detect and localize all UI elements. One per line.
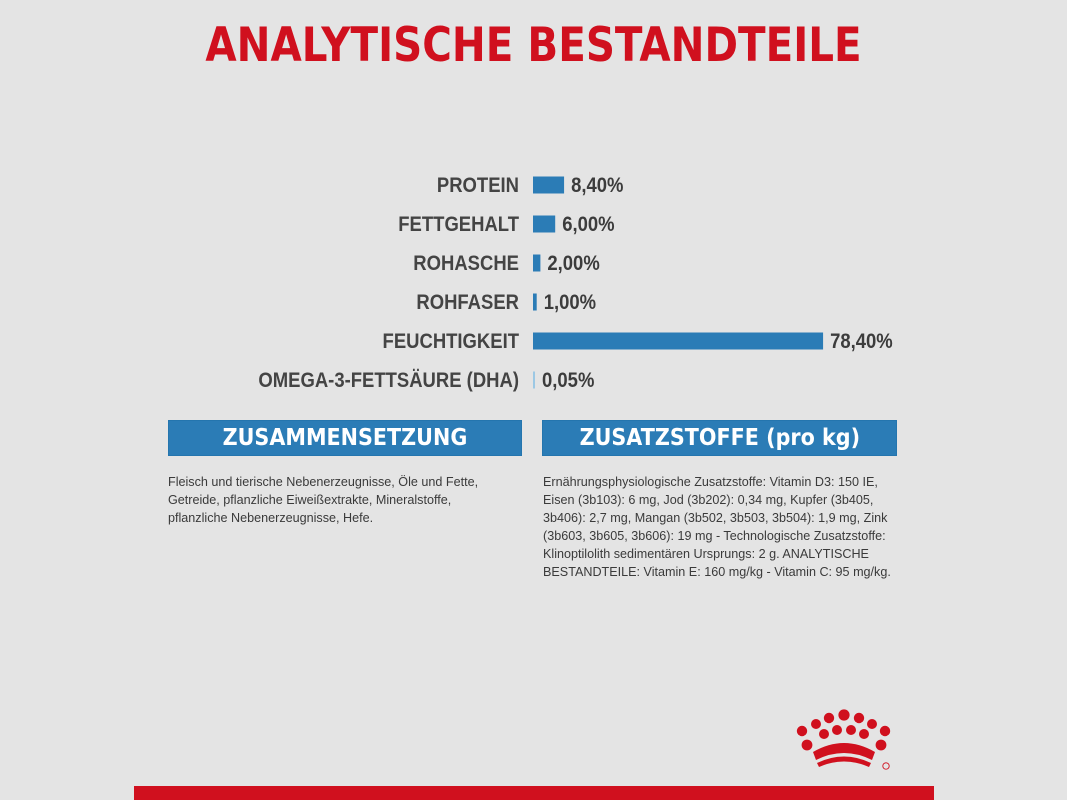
category-label: ROHFASER — [416, 291, 519, 314]
value-label: 1,00% — [544, 291, 597, 314]
value-label: 78,40% — [830, 330, 893, 353]
royal-canin-crown-icon — [796, 709, 891, 770]
value-label: 0,05% — [542, 369, 595, 392]
nutrient-bar-chart: PROTEIN 8,40% FETTGEHALT 6,00% ROHASCHE 2,00%… — [258, 174, 893, 392]
bar — [533, 293, 537, 311]
bar — [533, 332, 824, 350]
category-label: FETTGEHALT — [398, 213, 519, 236]
additives-text: Ernährungsphysiologische Zusatzstoffe: V… — [543, 475, 891, 579]
bar — [533, 254, 541, 272]
category-label: OMEGA-3-FETTSÄURE (DHA) — [258, 368, 519, 392]
additives-header-label: ZUSATZSTOFFE (pro kg) — [579, 425, 860, 451]
category-label: ROHASCHE — [413, 252, 519, 275]
composition-header-label: ZUSAMMENSETZUNG — [222, 425, 468, 451]
footer-red-bar — [134, 786, 934, 800]
category-label: PROTEIN — [437, 174, 519, 197]
bar — [533, 176, 565, 194]
value-label: 8,40% — [571, 174, 624, 197]
composition-text: Fleisch und tierische Nebenerzeugnisse, … — [168, 475, 479, 525]
value-label: 2,00% — [547, 252, 600, 275]
category-label: FEUCHTIGKEIT — [383, 330, 519, 353]
additives-header: ZUSATZSTOFFE (pro kg) — [542, 420, 897, 456]
value-label: 6,00% — [562, 213, 615, 236]
bar — [533, 215, 556, 233]
bar — [533, 371, 535, 389]
page-title: ANALYTISCHE BESTANDTEILE — [205, 18, 862, 73]
composition-header: ZUSAMMENSETZUNG — [168, 420, 522, 456]
